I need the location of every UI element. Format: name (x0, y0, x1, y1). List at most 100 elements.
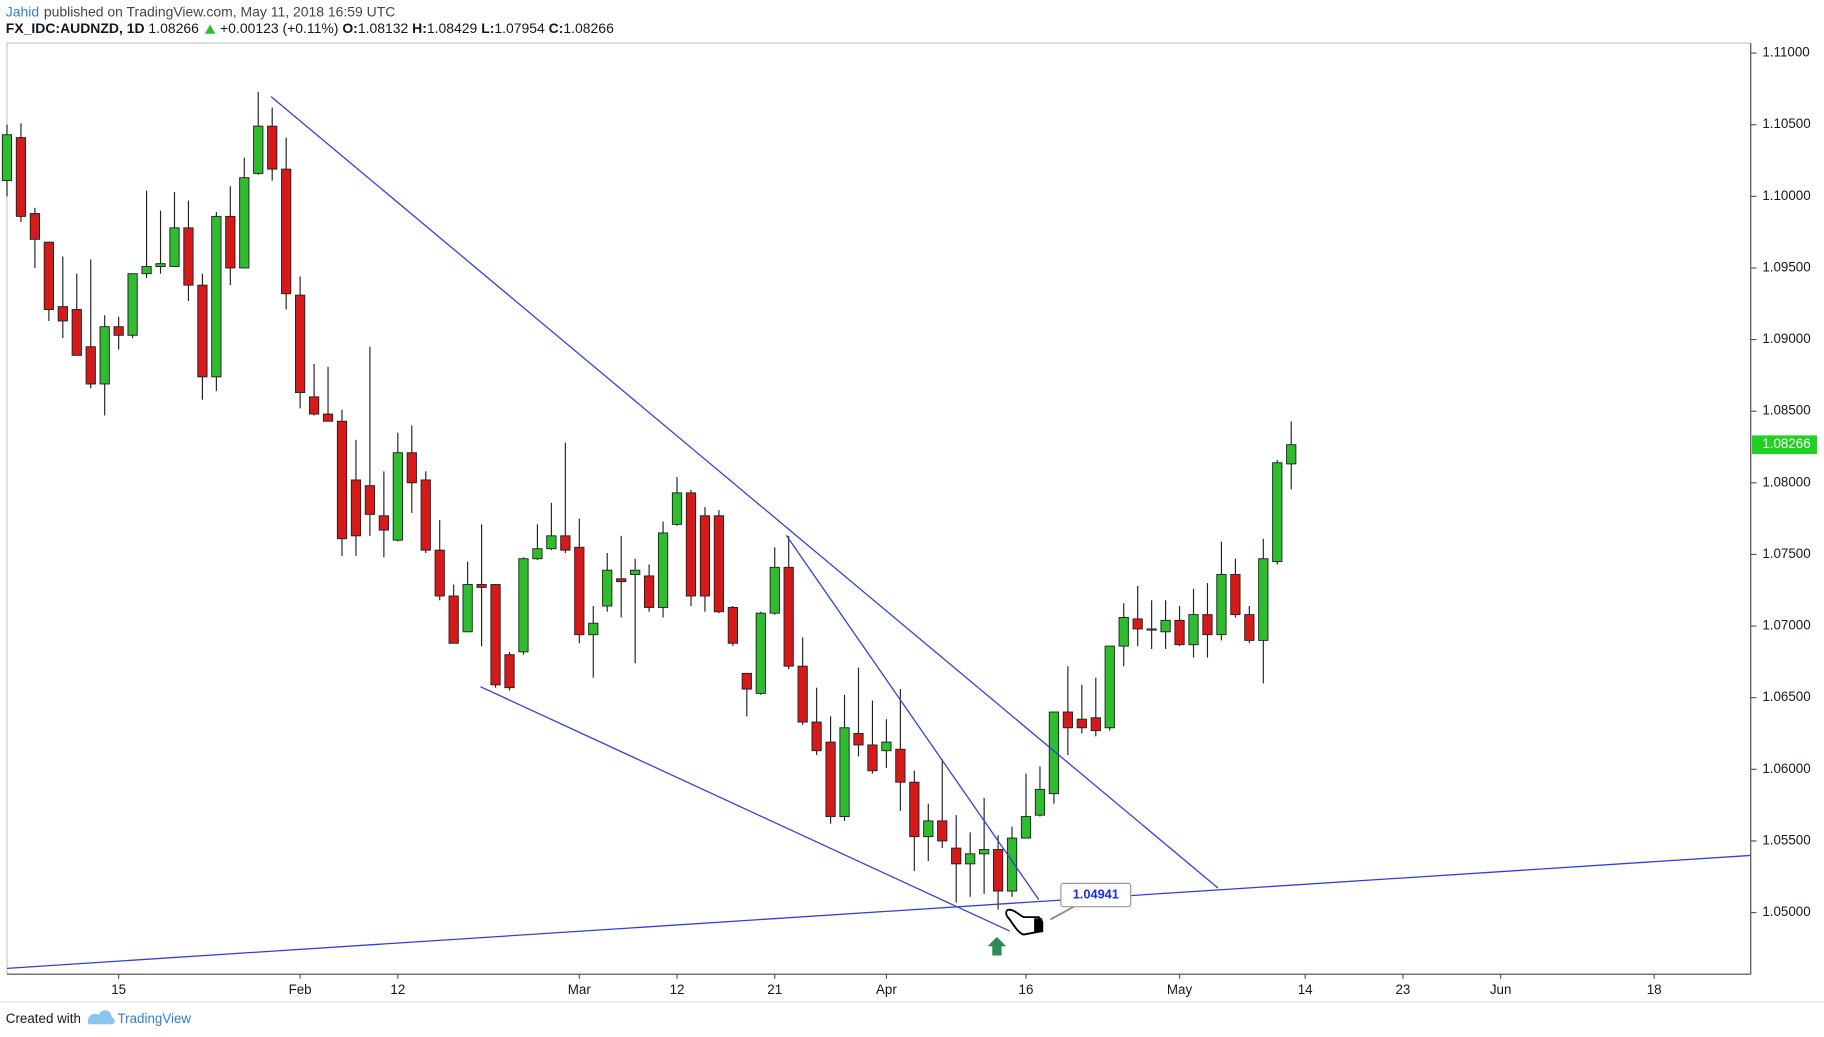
x-tick-label: 21 (767, 982, 782, 997)
candle-body (476, 584, 487, 588)
high-label: H: (412, 20, 427, 36)
candle-body (504, 654, 515, 689)
candle-body (211, 215, 222, 378)
candle-body (1, 134, 13, 182)
y-tick-label: 1.08000 (1762, 474, 1810, 489)
x-tick-label: Mar (568, 982, 592, 997)
x-tick-label: 14 (1298, 982, 1313, 997)
y-tick-label: 1.07000 (1762, 618, 1810, 633)
close-label: C: (549, 20, 564, 36)
candle-body (490, 584, 501, 686)
candle-body (1258, 558, 1269, 641)
hand-icon (1005, 908, 1044, 936)
candle-body (267, 125, 278, 170)
candle-body (965, 853, 976, 865)
y-tick-label: 1.05000 (1762, 904, 1810, 919)
candle-body (1216, 574, 1227, 636)
candle-body (685, 492, 697, 597)
last-price-label: 1.08266 (1762, 436, 1810, 451)
hand-cuff (1034, 918, 1043, 933)
candle-body (699, 515, 711, 597)
candle-body (1188, 614, 1199, 646)
tradingview-logo (87, 1010, 115, 1025)
candle-body (616, 578, 627, 583)
candle-body (518, 558, 529, 653)
x-tick-label: Jun (1490, 982, 1512, 997)
trend-lines (6, 96, 1751, 969)
candle-body (755, 612, 766, 694)
ohlc-line: +0.00123 (+0.11%) O:1.08132 H:1.08429 L:… (220, 20, 614, 36)
candle-body (281, 168, 292, 295)
change: +0.00123 (+0.11%) (220, 20, 338, 36)
candle-body (797, 665, 808, 723)
candle-body (406, 452, 417, 484)
y-tick-label: 1.09500 (1762, 259, 1810, 274)
candle-body (1076, 718, 1087, 729)
candle-body (57, 306, 68, 322)
candle-body (127, 273, 138, 336)
up-arrow-icon (204, 24, 216, 34)
candle-body (183, 227, 194, 286)
candle-body (1048, 711, 1060, 795)
low-label: L: (481, 20, 494, 36)
candle-body (951, 847, 962, 865)
candle-body (560, 535, 571, 551)
candle-body (937, 820, 948, 842)
price-axis: 1.05000 1.05500 1.06000 1.06500 1.07000 1.075… (111, 45, 1818, 997)
candle-body (769, 566, 780, 614)
candle-body (169, 227, 180, 267)
candle-body (1062, 711, 1073, 729)
symbol: FX_IDC:AUDNZD, 1D (6, 20, 145, 36)
candle-body (364, 485, 376, 515)
x-tick-label: Apr (876, 982, 897, 997)
candle-body (99, 326, 110, 385)
y-tick-label: 1.10000 (1762, 188, 1810, 203)
candle-body (239, 177, 250, 269)
y-tick-label: 1.11000 (1762, 45, 1809, 60)
candle-body (378, 515, 389, 531)
candle-body (839, 727, 850, 818)
trend-line (270, 96, 1219, 889)
trend-line (6, 854, 1751, 969)
y-tick-label: 1.09000 (1762, 331, 1810, 346)
candle-body (225, 215, 236, 269)
candle-body (881, 741, 892, 752)
candle-body (392, 452, 403, 541)
low-value: 1.07954 (494, 20, 545, 36)
candle-body (671, 492, 683, 525)
callout-text: 1.04941 (1073, 886, 1119, 901)
candle-body (29, 213, 41, 240)
trend-line (480, 686, 1010, 932)
candle-body (420, 479, 431, 551)
arrow-up-marker (987, 936, 1007, 956)
x-tick-label: May (1167, 982, 1193, 997)
x-tick-label: 12 (390, 982, 405, 997)
candle-body (336, 420, 348, 540)
candle-body (657, 532, 669, 608)
footer-created: Created with (6, 1011, 81, 1026)
candle-body (1146, 628, 1157, 631)
candle-body (1202, 614, 1213, 636)
author[interactable]: Jahid (6, 3, 39, 19)
candle-body (532, 548, 543, 560)
candle-body (1104, 645, 1115, 729)
candle-body (867, 744, 878, 772)
x-tick-label: 15 (111, 982, 126, 997)
candle-body (643, 575, 655, 608)
open-label: O: (342, 20, 357, 36)
candle-body (992, 849, 1004, 892)
candle-body (113, 326, 124, 336)
y-tick-label: 1.08500 (1762, 403, 1810, 418)
candle-body (825, 741, 836, 818)
candle-body (741, 672, 752, 690)
y-tick-label: 1.06500 (1762, 689, 1810, 704)
candle-body (1286, 444, 1297, 465)
callout-box (1060, 882, 1132, 908)
close-value: 1.08266 (563, 20, 614, 36)
candle-body (197, 284, 208, 378)
footer-brand[interactable]: TradingView (117, 1011, 191, 1026)
candle-body (308, 396, 320, 415)
candle-body (1132, 618, 1143, 630)
